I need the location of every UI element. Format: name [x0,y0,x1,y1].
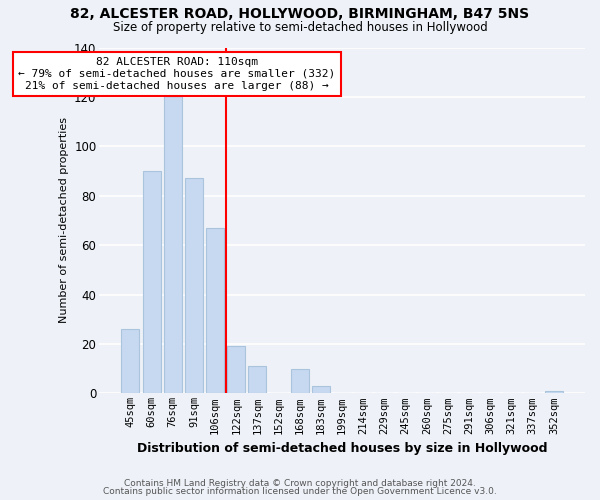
Bar [291,368,309,394]
Bar [312,386,330,394]
Bar [164,65,182,394]
Text: 82 ALCESTER ROAD: 110sqm
← 79% of semi-detached houses are smaller (332)
21% of : 82 ALCESTER ROAD: 110sqm ← 79% of semi-d… [19,58,335,90]
Bar [248,366,266,394]
Bar [545,391,563,394]
Text: Size of property relative to semi-detached houses in Hollywood: Size of property relative to semi-detach… [113,21,487,34]
Text: 82, ALCESTER ROAD, HOLLYWOOD, BIRMINGHAM, B47 5NS: 82, ALCESTER ROAD, HOLLYWOOD, BIRMINGHAM… [70,8,530,22]
Bar [227,346,245,394]
Bar [143,171,161,394]
X-axis label: Distribution of semi-detached houses by size in Hollywood: Distribution of semi-detached houses by … [137,442,547,455]
Text: Contains public sector information licensed under the Open Government Licence v3: Contains public sector information licen… [103,487,497,496]
Bar [121,329,139,394]
Text: Contains HM Land Registry data © Crown copyright and database right 2024.: Contains HM Land Registry data © Crown c… [124,478,476,488]
Y-axis label: Number of semi-detached properties: Number of semi-detached properties [59,118,68,324]
Bar [185,178,203,394]
Bar [206,228,224,394]
